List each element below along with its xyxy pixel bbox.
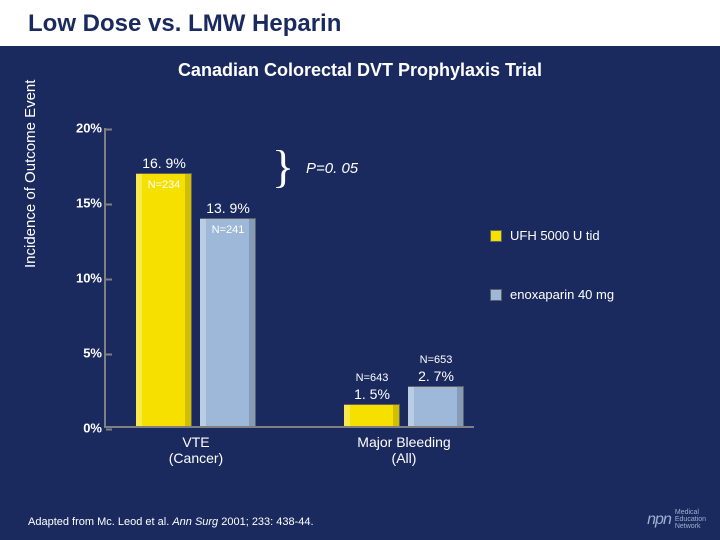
bar-value-label: 13. 9%	[188, 200, 268, 216]
y-tick: 0%	[62, 421, 102, 436]
bar	[408, 386, 464, 427]
legend-label: UFH 5000 U tid	[510, 228, 600, 243]
legend-item: UFH 5000 U tid	[490, 228, 614, 243]
bar-value-label: 16. 9%	[124, 155, 204, 171]
bar-n-label: N=653	[406, 354, 466, 366]
group-label: Major Bleeding(All)	[334, 434, 474, 466]
bar-n-label: N=234	[134, 179, 194, 191]
y-axis-label: Incidence of Outcome Event	[22, 80, 39, 268]
chart-container: Incidence of Outcome Event 0%5%10%15%20%…	[40, 108, 680, 478]
brace-icon: }	[272, 146, 294, 187]
logo-mark: npn	[647, 511, 671, 529]
page-title: Low Dose vs. LMW Heparin	[28, 10, 692, 38]
y-tick: 10%	[62, 271, 102, 286]
legend-swatch-enoxaparin	[490, 289, 502, 301]
y-tick: 15%	[62, 196, 102, 211]
bar-value-label: 1. 5%	[332, 386, 412, 402]
bar-value-label: 2. 7%	[396, 368, 476, 384]
y-tick: 20%	[62, 121, 102, 136]
bar	[200, 218, 256, 427]
citation-prefix: Adapted from Mc. Leod et al.	[28, 516, 172, 528]
citation-suffix: 2001; 233: 438-44.	[221, 516, 313, 528]
group-label: VTE(Cancer)	[126, 434, 266, 466]
citation-journal: Ann Surg	[172, 516, 221, 528]
subtitle: Canadian Colorectal DVT Prophylaxis Tria…	[0, 60, 720, 81]
plot-area: 0%5%10%15%20%16. 9%N=23413. 9%N=241VTE(C…	[104, 128, 474, 428]
y-tick: 5%	[62, 346, 102, 361]
legend-label: enoxaparin 40 mg	[510, 287, 614, 302]
legend-swatch-ufh	[490, 230, 502, 242]
legend-item: enoxaparin 40 mg	[490, 287, 614, 302]
legend: UFH 5000 U tid enoxaparin 40 mg	[490, 228, 614, 346]
logo: npn Medical Education Network	[647, 509, 706, 530]
p-value-label: P=0. 05	[306, 160, 358, 177]
bar-n-label: N=643	[342, 372, 402, 384]
bar	[344, 404, 400, 427]
title-bar: Low Dose vs. LMW Heparin	[0, 0, 720, 46]
bar-n-label: N=241	[198, 224, 258, 236]
citation: Adapted from Mc. Leod et al. Ann Surg 20…	[28, 516, 314, 528]
bar	[136, 173, 192, 427]
logo-text: Medical Education Network	[675, 509, 706, 530]
